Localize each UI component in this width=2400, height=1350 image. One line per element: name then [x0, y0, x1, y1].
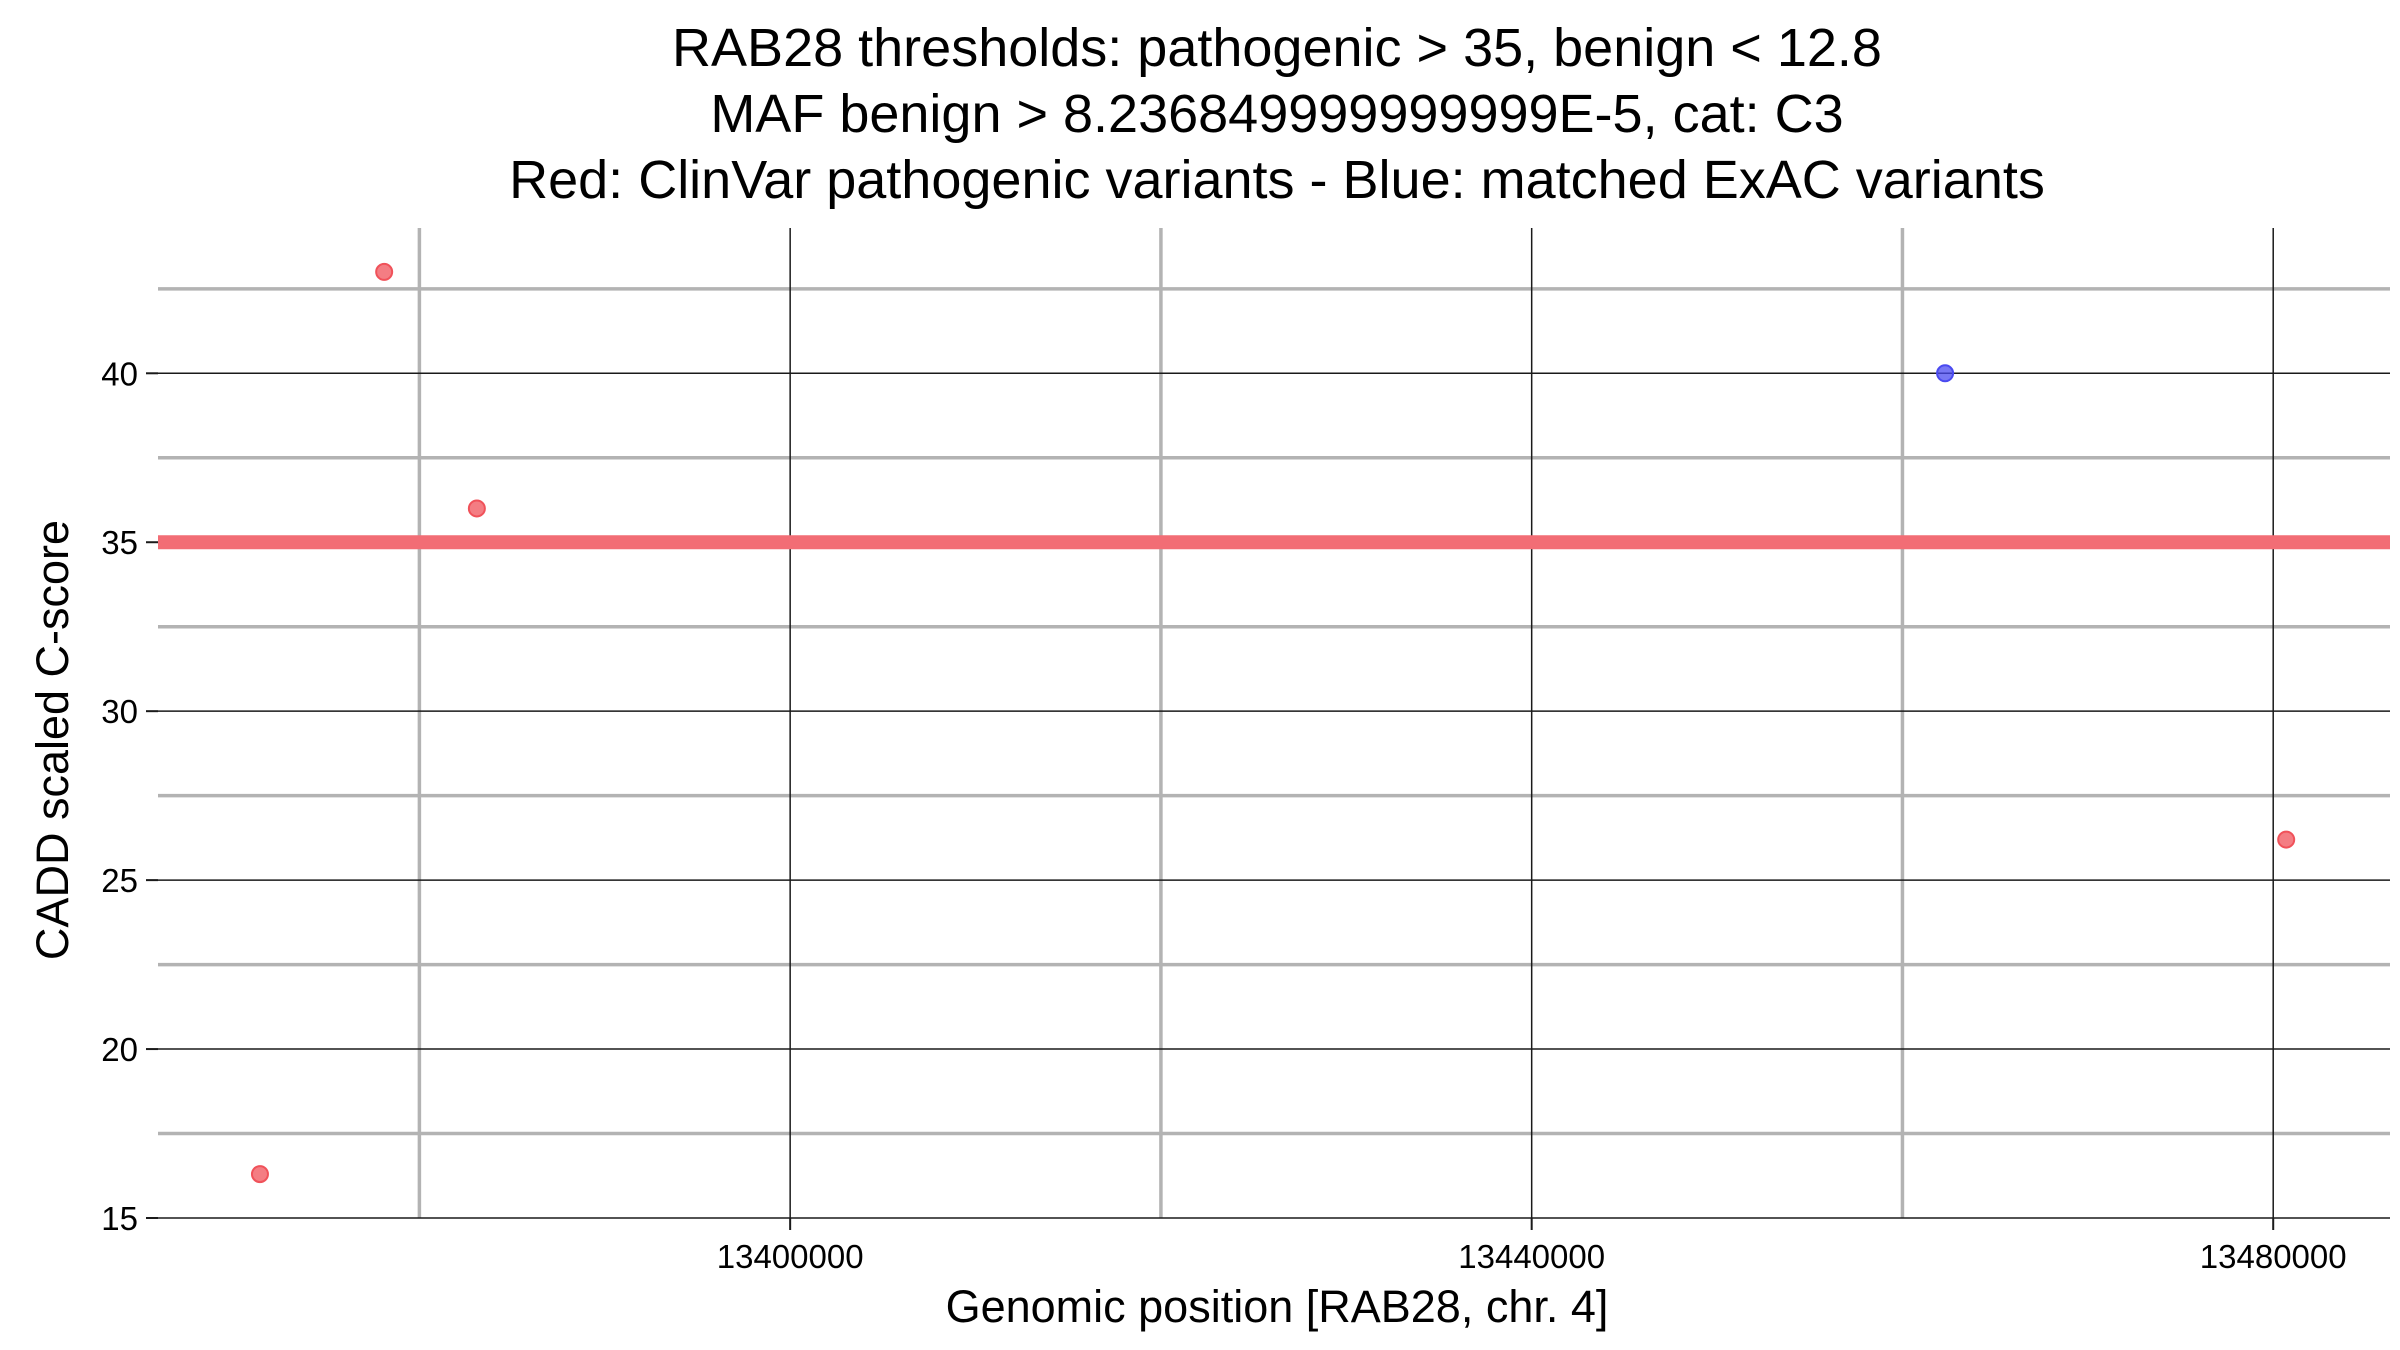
- clinvar-pathogenic-point: [375, 262, 394, 281]
- chart-title-line-1: RAB28 thresholds: pathogenic > 35, benig…: [672, 18, 1882, 78]
- y-tick-label: 25: [101, 862, 138, 899]
- y-tick-label: 15: [101, 1200, 138, 1237]
- clinvar-pathogenic-point: [2277, 830, 2296, 849]
- x-tick-label: 13480000: [2200, 1238, 2347, 1275]
- y-tick-label: 30: [101, 693, 138, 730]
- exac-matched-point: [1936, 364, 1955, 383]
- data-points: [250, 262, 2296, 1184]
- chart-title: RAB28 thresholds: pathogenic > 35, benig…: [509, 18, 2045, 210]
- x-tick-label: 13440000: [1458, 1238, 1605, 1275]
- x-axis-label: Genomic position [RAB28, chr. 4]: [946, 1281, 1609, 1332]
- minor-gridlines: [158, 228, 2390, 1218]
- major-gridlines: [158, 228, 2390, 1219]
- y-tick-label: 40: [101, 355, 138, 392]
- y-tick-label: 35: [101, 524, 138, 561]
- x-axis-ticks: 13400000 13440000 13480000: [717, 1218, 2347, 1275]
- y-axis-ticks: 15 20 25 30 35 40: [101, 355, 158, 1237]
- x-tick-label: 13400000: [717, 1238, 864, 1275]
- chart-title-line-2: MAF benign > 8.236849999999999E-5, cat: …: [710, 84, 1843, 144]
- chart-title-line-3: Red: ClinVar pathogenic variants - Blue:…: [509, 150, 2045, 210]
- clinvar-pathogenic-point: [250, 1165, 269, 1184]
- y-tick-label: 20: [101, 1031, 138, 1068]
- y-axis-label: CADD scaled C-score: [27, 520, 78, 960]
- clinvar-pathogenic-point: [467, 499, 486, 518]
